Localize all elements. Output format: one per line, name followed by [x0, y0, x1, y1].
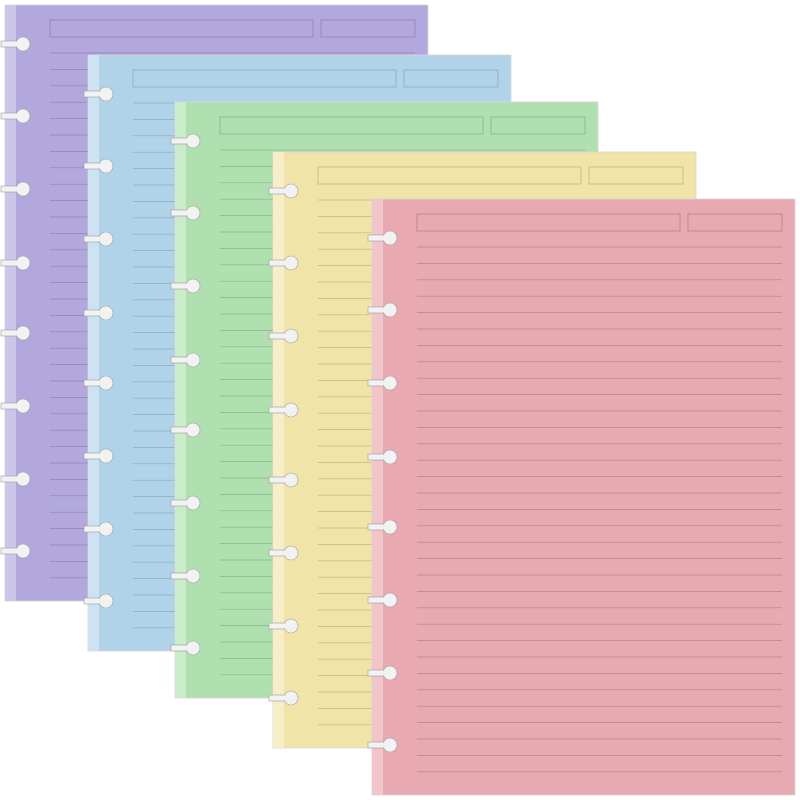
ring-join [13, 41, 23, 47]
ring-join [13, 330, 23, 336]
ring-join [380, 670, 390, 676]
ring-join [281, 333, 291, 339]
ring-join [281, 623, 291, 629]
header-box-short [588, 166, 684, 185]
header-box-short [687, 213, 783, 232]
ring-join [13, 403, 23, 409]
ring-join [183, 427, 193, 433]
ring-join [13, 113, 23, 119]
ring-join [281, 407, 291, 413]
ring-join [13, 476, 23, 482]
ring-join [96, 526, 106, 532]
ring-join [380, 597, 390, 603]
ring-join [13, 548, 23, 554]
header-box-long [219, 116, 484, 135]
ring-join [183, 283, 193, 289]
ring-join [13, 186, 23, 192]
ring-join [183, 573, 193, 579]
sheet-edge-strip [175, 102, 186, 698]
sheet-body [371, 198, 796, 796]
header-box-long [317, 166, 582, 185]
ring-join [96, 91, 106, 97]
ring-join [281, 188, 291, 194]
ring-join [183, 210, 193, 216]
ring-join [380, 307, 390, 313]
header-box-short [320, 19, 416, 38]
header-box-long [416, 213, 681, 232]
ring-join [380, 742, 390, 748]
header-box-long [49, 19, 314, 38]
sheet [367, 198, 796, 796]
ring-join [281, 695, 291, 701]
ring-join [96, 310, 106, 316]
sheet-edge-strip [372, 199, 383, 795]
ring-join [96, 236, 106, 242]
header-box-long [132, 69, 397, 88]
ring-join [380, 524, 390, 530]
ring-join [96, 163, 106, 169]
ring-join [380, 454, 390, 460]
ring-join [96, 380, 106, 386]
ring-join [183, 645, 193, 651]
ring-join [281, 550, 291, 556]
ring-join [380, 235, 390, 241]
sheet-edge-strip [5, 5, 16, 601]
ring-join [380, 380, 390, 386]
ring-join [281, 477, 291, 483]
sheet-edge-strip [88, 55, 99, 651]
ring-join [13, 260, 23, 266]
ring-join [281, 260, 291, 266]
ring-join [96, 598, 106, 604]
header-box-short [490, 116, 586, 135]
ring-join [183, 500, 193, 506]
header-box-short [403, 69, 499, 88]
sheet-edge-strip [273, 152, 284, 748]
ring-join [183, 138, 193, 144]
ring-join [183, 357, 193, 363]
ring-join [96, 453, 106, 459]
